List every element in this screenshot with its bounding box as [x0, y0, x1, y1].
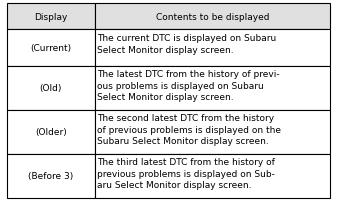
Text: (Before 3): (Before 3) [28, 171, 73, 181]
Bar [7, 154, 95, 198]
Text: (Older): (Older) [35, 128, 67, 137]
Text: The third latest DTC from the history of
previous problems is displayed on Sub-
: The third latest DTC from the history of… [97, 158, 275, 189]
Text: Contents to be displayed: Contents to be displayed [156, 13, 269, 22]
Bar [95, 30, 330, 66]
Bar [95, 154, 330, 198]
Text: The latest DTC from the history of previ-
ous problems is displayed on Subaru
Se: The latest DTC from the history of previ… [97, 70, 280, 102]
Text: The second latest DTC from the history
of previous problems is displayed on the
: The second latest DTC from the history o… [97, 114, 281, 146]
Bar [95, 110, 330, 154]
Bar [7, 30, 95, 66]
Bar [95, 66, 330, 110]
Bar [7, 110, 95, 154]
Text: (Old): (Old) [39, 84, 62, 93]
Text: The current DTC is displayed on Subaru
Select Monitor display screen.: The current DTC is displayed on Subaru S… [97, 34, 277, 54]
Text: (Current): (Current) [30, 44, 71, 53]
Bar [95, 4, 330, 30]
Bar [7, 4, 95, 30]
Bar [7, 66, 95, 110]
Text: Display: Display [34, 13, 67, 22]
